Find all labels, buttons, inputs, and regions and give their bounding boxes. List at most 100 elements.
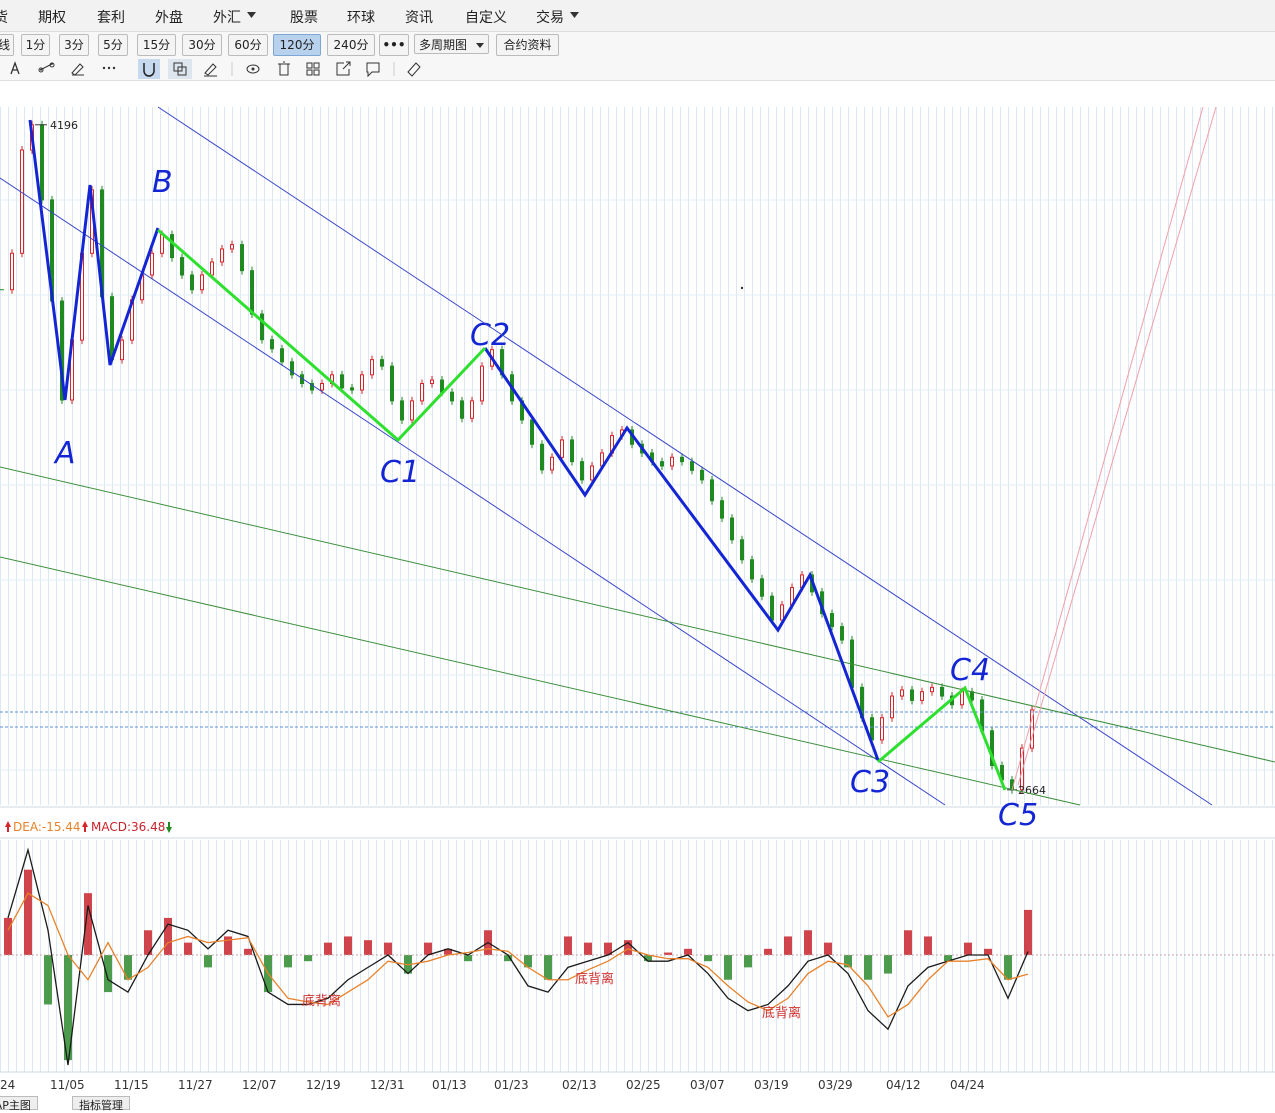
x-tick-label: 03/07 (690, 1078, 725, 1092)
menu-item[interactable]: 货 (0, 10, 8, 26)
macd-bar (504, 955, 512, 962)
candle (670, 456, 674, 467)
candle (470, 400, 474, 419)
candle (450, 391, 454, 402)
x-tick-label: 12/19 (306, 1078, 341, 1092)
period-button[interactable]: 240分 (327, 34, 375, 56)
drawing-toolbar (0, 58, 1275, 81)
menu-item[interactable]: 交易 (536, 10, 564, 26)
period-button[interactable]: 15分 (137, 34, 176, 56)
candle (550, 456, 554, 471)
candle (260, 313, 264, 341)
candle (530, 419, 534, 445)
macd-bar (44, 955, 52, 1005)
macd-bar (204, 955, 212, 968)
macd-bar (64, 955, 72, 1061)
candle (560, 439, 564, 458)
price-panel (0, 107, 1275, 805)
menu-item[interactable]: 期权 (38, 10, 66, 26)
divergence-label: 底背离 (575, 971, 614, 987)
chart: 4196 2664 A B C1 C2 C3 C4 C5 DEA:-15.44 MACD:36.48… (0, 106, 1275, 1092)
menu-item[interactable]: 股票 (290, 10, 318, 26)
period-button[interactable]: 1分 (21, 34, 50, 56)
candle (120, 339, 124, 361)
macd-bar (724, 955, 732, 980)
candle (710, 479, 714, 502)
macd-bar (304, 955, 312, 962)
candle (390, 365, 394, 402)
candle (10, 252, 14, 291)
period-button[interactable]: 线 (0, 34, 14, 56)
macd-bar (804, 930, 812, 955)
x-tick-label: 12/07 (242, 1078, 277, 1092)
period-button[interactable]: 30分 (182, 34, 222, 56)
candle (220, 248, 224, 263)
candle (730, 517, 734, 541)
candle (110, 296, 114, 361)
x-tick-label: 03/29 (818, 1078, 853, 1092)
macd-bar (324, 942, 332, 955)
multi-period-button[interactable]: 多周期图 (414, 34, 489, 54)
tab[interactable]: 指标管理 (72, 1096, 130, 1112)
candle (270, 339, 274, 350)
tab[interactable]: CAP主图 (0, 1096, 38, 1112)
period-button[interactable]: 5分 (98, 34, 128, 56)
candle (590, 465, 594, 481)
more-button[interactable]: ••• (379, 34, 409, 56)
macd-bar (584, 942, 592, 955)
hand-annotation: B (152, 165, 173, 200)
macd-bar (824, 942, 832, 955)
macd-bar (984, 948, 992, 955)
period-button[interactable]: 60分 (228, 34, 268, 56)
x-tick-label: 02/25 (626, 1078, 661, 1092)
candle (660, 461, 664, 467)
menu-item[interactable]: 环球 (347, 10, 375, 26)
x-tick-label: 04/12 (886, 1078, 921, 1092)
dropdown-arrow (247, 12, 256, 18)
menu-item[interactable]: 外盘 (155, 10, 183, 26)
period-button[interactable]: 3分 (59, 34, 89, 56)
candle (700, 469, 704, 481)
candle (780, 604, 784, 621)
candle (360, 374, 364, 391)
candle (380, 359, 384, 367)
macd-bar (4, 917, 12, 955)
candle (320, 383, 324, 391)
macd-bar (964, 942, 972, 955)
macd-bar (384, 942, 392, 955)
x-tick-label: 11/05 (50, 1078, 85, 1092)
menu-item[interactable]: 自定义 (465, 10, 507, 26)
candle (910, 689, 914, 701)
candle (150, 252, 154, 276)
legend-macd: MACD:36.48 (91, 820, 165, 834)
candle (930, 686, 934, 693)
candle (430, 379, 434, 385)
menu-item[interactable]: 套利 (97, 10, 125, 26)
candle (210, 261, 214, 276)
hand-annotation: C2 (470, 318, 510, 353)
divergence-label: 底背离 (762, 1005, 801, 1021)
macd-bar (644, 955, 652, 962)
drawings (0, 106, 1275, 806)
macd-bar (564, 936, 572, 955)
candle (20, 149, 24, 254)
candle (1030, 709, 1034, 749)
menu-item[interactable]: 外汇 (213, 10, 241, 26)
legend-dea: DEA:-15.44 (13, 820, 81, 834)
candle (370, 359, 374, 376)
contract-button[interactable]: 合约资料 (496, 34, 559, 56)
macd-bar (844, 955, 852, 968)
x-tick-label: 12/31 (370, 1078, 405, 1092)
candle (970, 691, 974, 701)
menu-item[interactable]: 资讯 (405, 10, 433, 26)
hand-annotation: C1 (380, 455, 420, 490)
period-button[interactable]: 120分 (273, 34, 321, 56)
macd-bar (704, 955, 712, 962)
macd-bar (184, 942, 192, 955)
legend-arrows (5, 821, 172, 833)
macd-bar (344, 936, 352, 955)
macd-bar (604, 942, 612, 955)
macd-bar (924, 936, 932, 955)
candle (740, 539, 744, 561)
candle (960, 691, 964, 706)
